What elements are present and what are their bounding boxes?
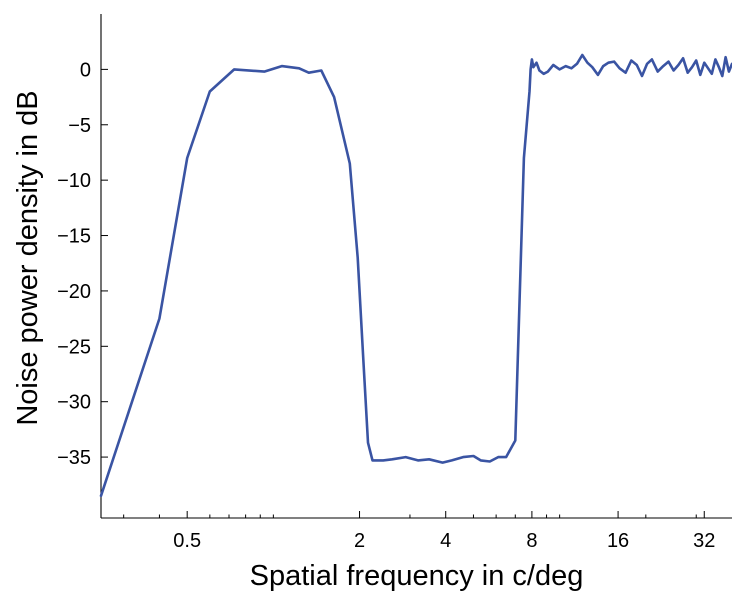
y-tick-label: −5 <box>68 115 91 137</box>
x-axis-ticks: 0.5 2 4 8 16 32 <box>173 511 715 552</box>
y-tick-label: −15 <box>57 226 91 248</box>
plot-frame <box>100 14 732 519</box>
x-minor-ticks <box>123 514 697 518</box>
y-tick-label: −10 <box>57 170 91 192</box>
y-tick-label: −20 <box>57 281 91 303</box>
y-tick-label: −35 <box>57 447 91 469</box>
x-tick-label: 4 <box>440 530 451 552</box>
series-line <box>99 53 732 498</box>
x-tick-label: 8 <box>526 530 537 552</box>
y-tick-label: −30 <box>57 392 91 414</box>
y-axis-title: Noise power density in dB <box>12 90 44 425</box>
x-tick-label: 32 <box>693 530 715 552</box>
y-axis-ticks: 0 −5 −10 −15 −20 −25 −30 −35 <box>57 59 108 469</box>
x-tick-label: 16 <box>607 530 629 552</box>
x-axis-title: Spatial frequency in c/deg <box>250 560 584 591</box>
x-tick-label: 2 <box>354 530 365 552</box>
y-tick-label: −25 <box>57 336 91 358</box>
y-tick-label: 0 <box>80 59 91 81</box>
x-tick-label: 0.5 <box>173 530 201 552</box>
series-layer <box>99 53 732 498</box>
